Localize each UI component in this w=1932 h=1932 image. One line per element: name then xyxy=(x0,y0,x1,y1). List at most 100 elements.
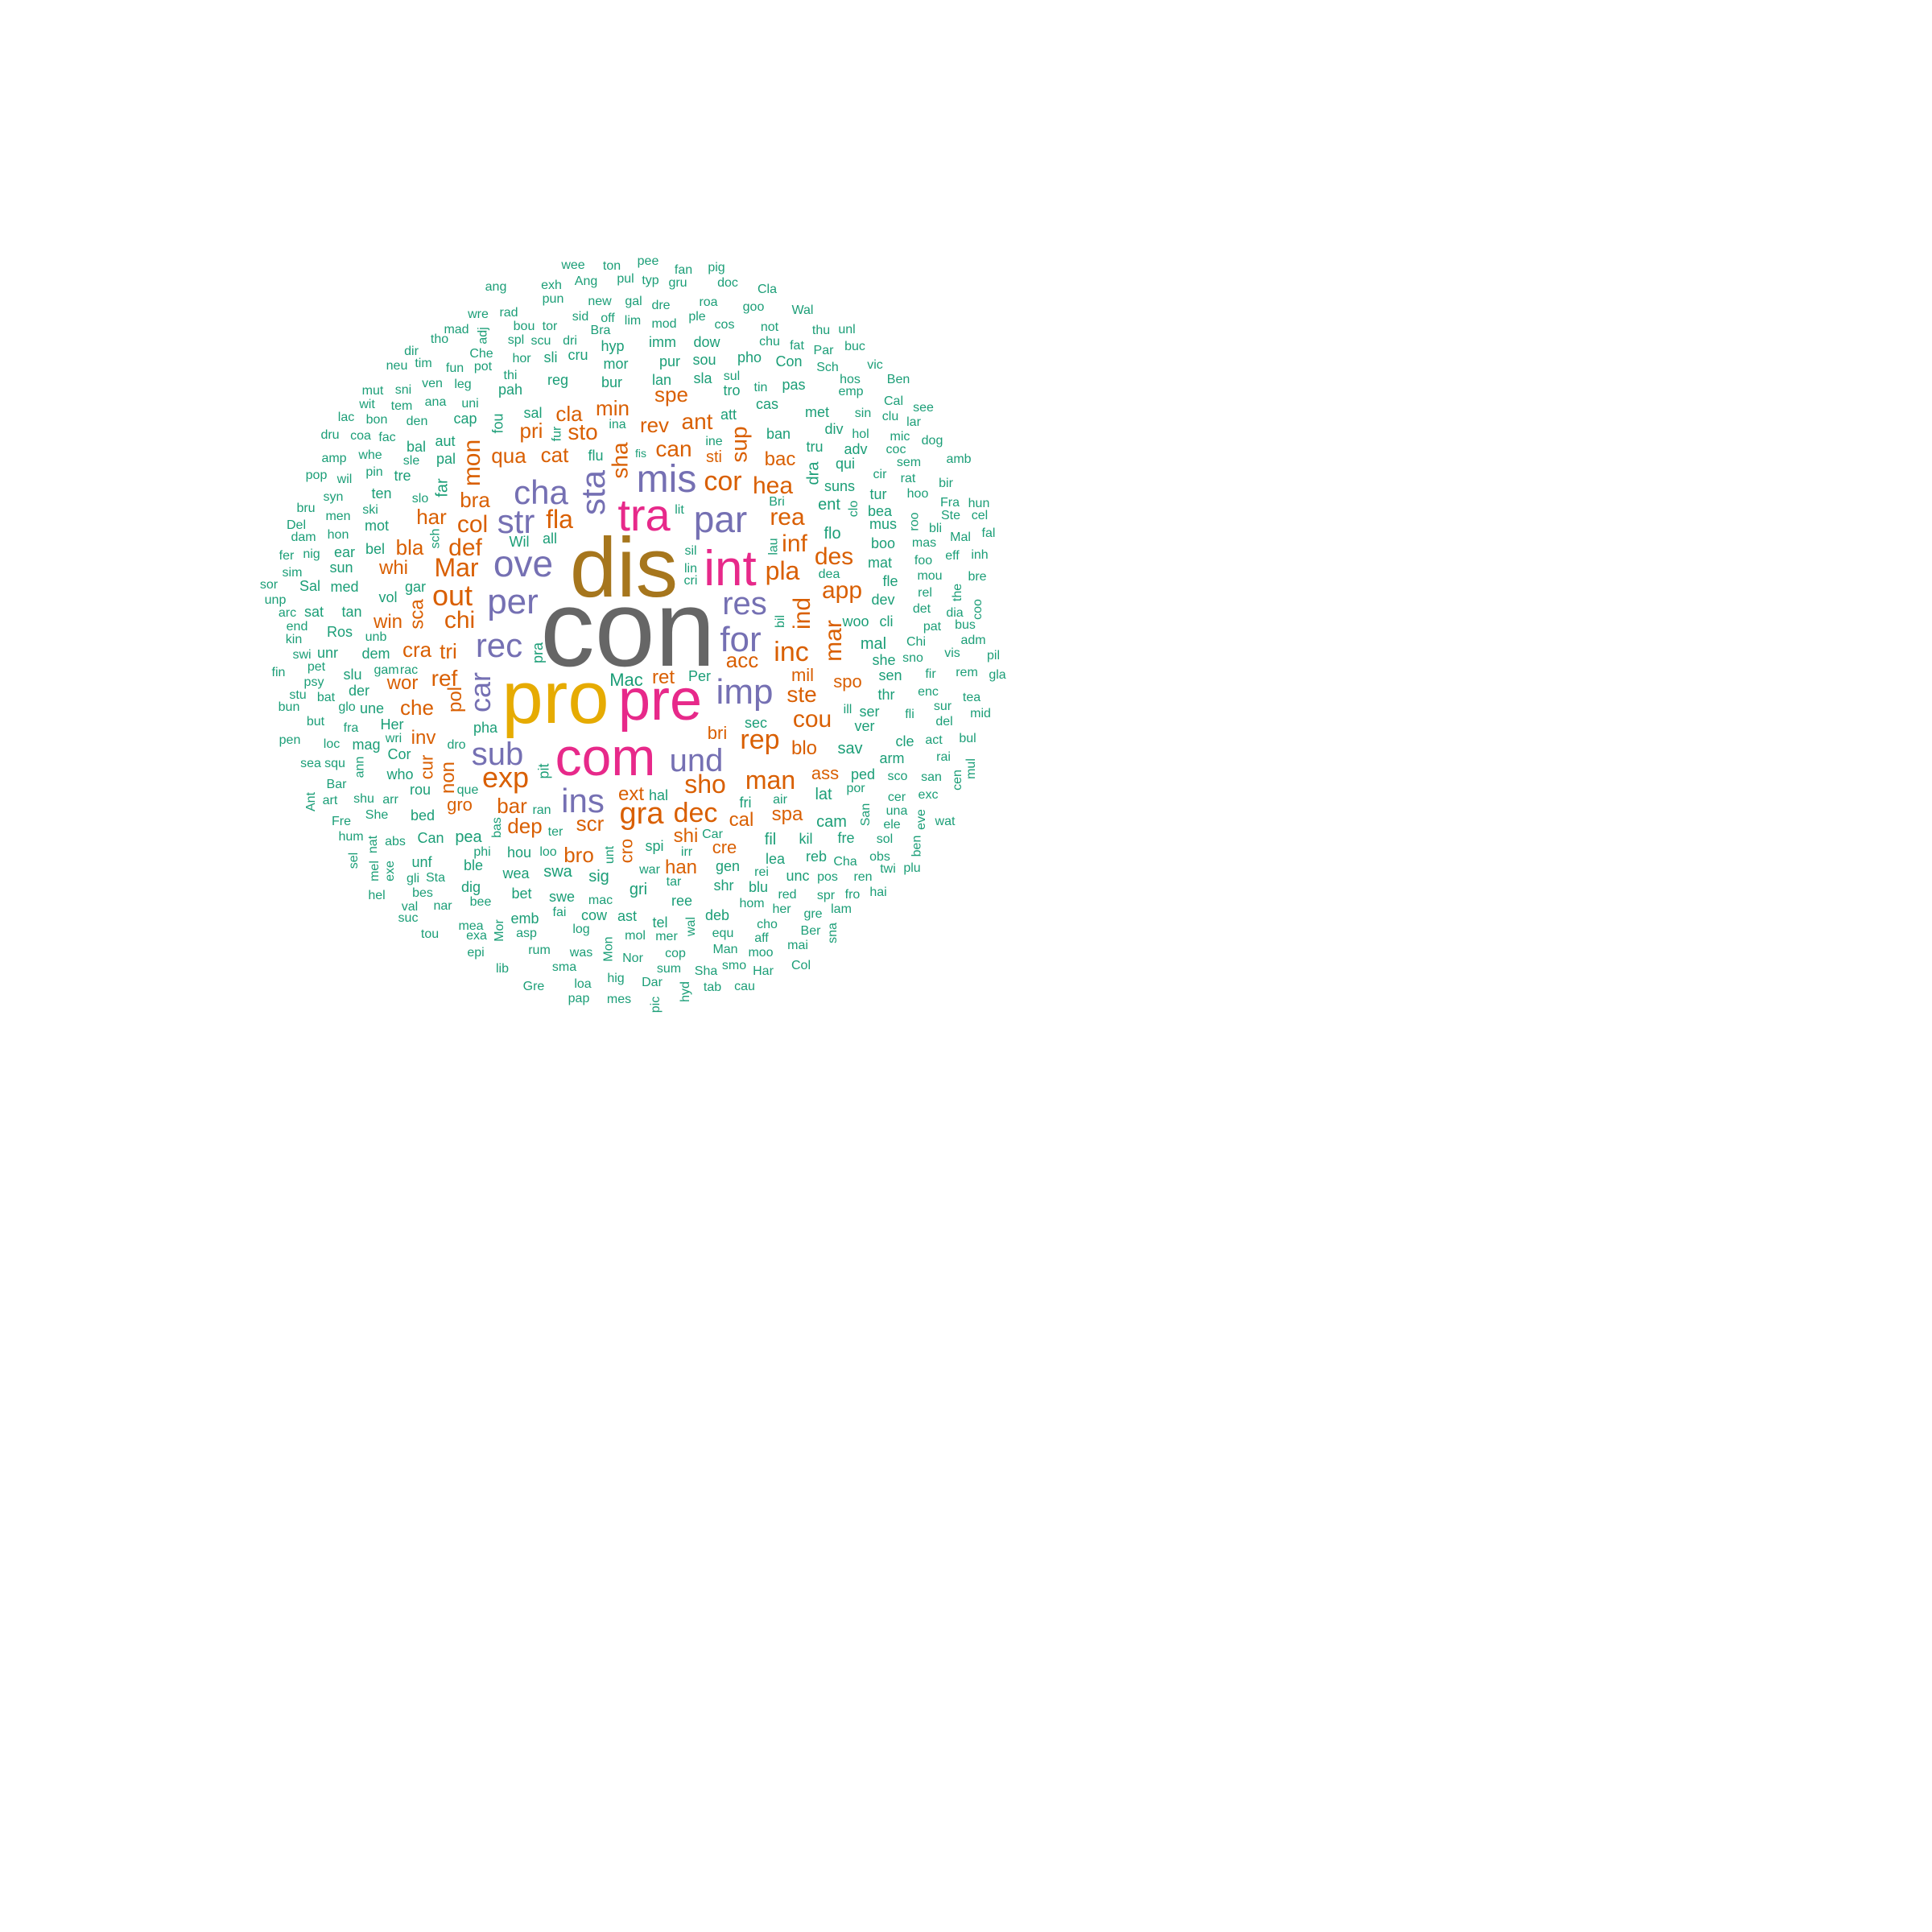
word-fac: fac xyxy=(378,431,396,444)
word-bas: bas xyxy=(489,817,504,838)
word-wea: wea xyxy=(502,865,530,881)
word-hig: hig xyxy=(607,972,625,985)
word-ina: ina xyxy=(609,418,626,431)
word-woo: woo xyxy=(842,613,869,630)
word-blu: blu xyxy=(748,879,769,895)
word-dig: dig xyxy=(460,879,481,895)
word-una: una xyxy=(886,804,908,818)
word-but: but xyxy=(306,715,325,729)
word-new: new xyxy=(588,295,612,308)
word-bea: bea xyxy=(867,503,893,519)
word-exp: exp xyxy=(481,761,530,794)
word-inf: inf xyxy=(782,530,807,557)
word-mai: mai xyxy=(787,939,808,952)
word-ton: ton xyxy=(602,259,621,273)
word-tre: tre xyxy=(394,468,411,484)
word-dia: dia xyxy=(946,606,964,620)
word-mes: mes xyxy=(606,993,632,1006)
word-thr: thr xyxy=(877,687,895,703)
word-adm: adm xyxy=(960,634,986,647)
word-ree: ree xyxy=(671,893,692,909)
word-gen: gen xyxy=(715,858,741,874)
word-bla: bla xyxy=(395,535,424,559)
word-rev: rev xyxy=(639,413,670,437)
word-mon: mon xyxy=(458,439,485,487)
word-dow: dow xyxy=(693,334,720,350)
word-sna: sna xyxy=(825,923,840,943)
word-wee: wee xyxy=(561,258,585,272)
word-ser: ser xyxy=(859,704,880,720)
word-cha: Cha xyxy=(833,855,857,869)
word-wal: Wal xyxy=(791,303,814,317)
word-mic: mic xyxy=(890,430,910,444)
word-dem: dem xyxy=(361,646,390,662)
word-chi: chi xyxy=(444,607,476,634)
word-rem: rem xyxy=(956,666,978,679)
word-pop: pop xyxy=(305,469,328,482)
word-gre: Gre xyxy=(522,980,545,993)
word-sle: sle xyxy=(402,454,420,468)
word-emb: emb xyxy=(510,910,539,927)
word-roa: roa xyxy=(699,295,718,309)
word-shi: shi xyxy=(673,825,699,847)
word-fre: Fre xyxy=(332,815,351,828)
word-uni: uni xyxy=(461,397,479,411)
word-doc: doc xyxy=(717,276,738,290)
word-tho: tho xyxy=(430,332,449,346)
word-bru: bru xyxy=(296,502,316,515)
word-ann: ann xyxy=(352,756,366,778)
word-cir: cir xyxy=(873,468,887,481)
word-cer: cer xyxy=(887,791,906,804)
word-bra: Bra xyxy=(590,324,611,337)
word-phi: phi xyxy=(473,845,491,859)
word-lac: lac xyxy=(337,411,355,424)
word-hea: hea xyxy=(752,473,794,499)
word-dru: dru xyxy=(320,428,340,442)
word-vic: vic xyxy=(867,358,883,372)
word-swa: swa xyxy=(543,863,572,881)
word-unf: unf xyxy=(411,854,432,870)
word-sel: sel xyxy=(346,852,361,869)
word-suc: suc xyxy=(398,911,419,925)
word-exe: exe xyxy=(382,861,397,881)
word-gro: gro xyxy=(447,795,473,815)
word-hos: hos xyxy=(840,373,861,386)
word-ang: Ang xyxy=(574,275,598,288)
word-pun: pun xyxy=(542,292,564,306)
word-kin: kin xyxy=(285,633,303,646)
word-aut: aut xyxy=(435,433,456,449)
word-dec: dec xyxy=(673,798,718,828)
word-exa: exa xyxy=(466,929,487,943)
word-med: med xyxy=(330,579,359,595)
word-sid: sid xyxy=(572,310,589,324)
word-sum: sum xyxy=(656,962,682,976)
word-fin: fin xyxy=(271,666,286,679)
word-wat: wat xyxy=(935,815,956,828)
word-cal: Cal xyxy=(883,394,903,408)
word-min: min xyxy=(596,396,630,420)
word-ver: ver xyxy=(854,718,875,734)
word-lib: lib xyxy=(495,962,509,976)
word-whe: whe xyxy=(358,448,382,462)
word-her: her xyxy=(772,902,791,916)
word-hal: hal xyxy=(648,787,669,803)
word-fra: Fra xyxy=(940,496,960,510)
word-res: res xyxy=(722,586,767,621)
word-ban: ban xyxy=(766,426,791,442)
word-wil: Wil xyxy=(509,534,530,550)
word-ste: Ste xyxy=(940,509,960,522)
word-cel: cel xyxy=(971,509,989,522)
word-tur: tur xyxy=(869,486,887,502)
word-col: Col xyxy=(791,959,811,972)
word-bet: bet xyxy=(511,886,532,902)
word-art: art xyxy=(322,794,338,807)
word-deb: deb xyxy=(704,907,730,923)
word-foo: foo xyxy=(914,554,933,568)
word-sch: sch xyxy=(428,528,442,549)
word-men: men xyxy=(325,510,351,523)
word-goo: goo xyxy=(742,300,765,314)
word-dis: dis xyxy=(569,520,679,615)
word-stu: stu xyxy=(289,688,307,702)
word-sco: sco xyxy=(887,770,908,783)
word-spi: spi xyxy=(645,838,664,854)
